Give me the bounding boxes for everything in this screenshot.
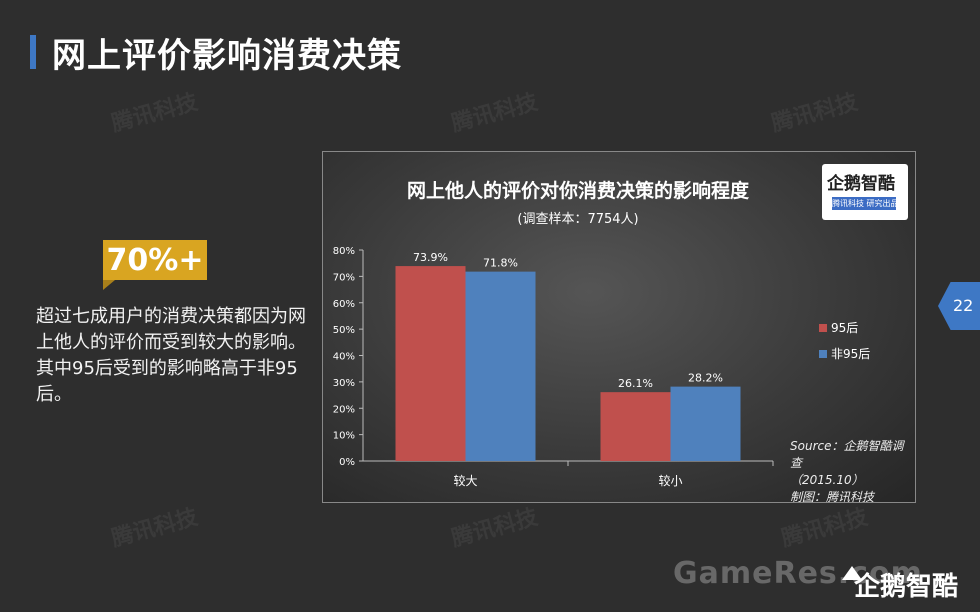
brand-logo-name: 企鹅智酷	[827, 174, 895, 194]
penguin-icon	[842, 566, 862, 580]
watermark: 腾讯科技	[108, 89, 201, 137]
y-tick-label: 30%	[333, 378, 355, 389]
bar	[600, 392, 671, 461]
title-accent-bar	[30, 35, 36, 69]
watermark: 腾讯科技	[448, 89, 541, 137]
chart-title: 网上他人的评价对你消费决策的影响程度	[406, 180, 749, 202]
chart-panel: 网上他人的评价对你消费决策的影响程度 (调查样本：7754人) 企鹅智酷 腾讯科…	[322, 151, 916, 506]
source-line: Source：企鹅智酷调查	[790, 439, 904, 470]
brand-logo-subtitle: 腾讯科技 研究出品	[832, 197, 899, 210]
x-tick-label: 较大	[453, 473, 477, 488]
data-label: 26.1%	[618, 377, 653, 390]
data-label: 71.8%	[483, 257, 518, 270]
y-tick-label: 10%	[333, 431, 355, 442]
stat-badge: 70%+	[103, 240, 207, 280]
legend-label: 95后	[831, 321, 858, 335]
stat-badge-tail	[103, 280, 115, 290]
y-tick-label: 60%	[333, 299, 355, 310]
bar	[670, 386, 741, 461]
source-date: （2015.10）	[790, 473, 864, 487]
legend-label: 非95后	[831, 347, 870, 361]
watermark: 腾讯科技	[108, 504, 201, 552]
x-tick-label: 较小	[658, 473, 682, 488]
legend-swatch	[819, 350, 827, 358]
y-tick-label: 40%	[333, 352, 355, 363]
y-tick-label: 20%	[333, 404, 355, 415]
source-credit: 制图：腾讯科技	[790, 490, 875, 504]
bar	[465, 271, 536, 461]
data-label: 28.2%	[688, 372, 723, 385]
page-title: 网上评价影响消费决策	[52, 36, 402, 76]
data-label: 73.9%	[413, 251, 448, 264]
stat-description: 超过七成用户的消费决策都因为网上他人的评价而受到较大的影响。其中95后受到的影响…	[36, 306, 306, 405]
y-tick-label: 70%	[333, 272, 355, 283]
bar	[395, 266, 466, 461]
watermark: 腾讯科技	[778, 504, 871, 552]
chart-source: Source：企鹅智酷调查 （2015.10） 制图：腾讯科技	[790, 438, 915, 506]
brand-logo: 企鹅智酷 腾讯科技 研究出品	[822, 164, 908, 220]
footer-brand-logo: 企鹅智酷	[854, 572, 959, 602]
y-tick-label: 0%	[339, 457, 355, 468]
legend-swatch	[819, 324, 827, 332]
watermark: 腾讯科技	[448, 504, 541, 552]
y-tick-label: 80%	[333, 246, 355, 257]
bar-chart: 0% 10% 20% 30% 40% 50% 60% 70% 80% 73.9% 71.8% 较大 26…	[333, 246, 871, 488]
y-tick-label: 50%	[333, 325, 355, 336]
page-number: 22	[953, 296, 974, 315]
chart-subtitle: (调查样本：7754人)	[517, 212, 639, 227]
site-watermark: GameRes.com	[673, 556, 923, 591]
watermark: 腾讯科技	[768, 89, 861, 137]
